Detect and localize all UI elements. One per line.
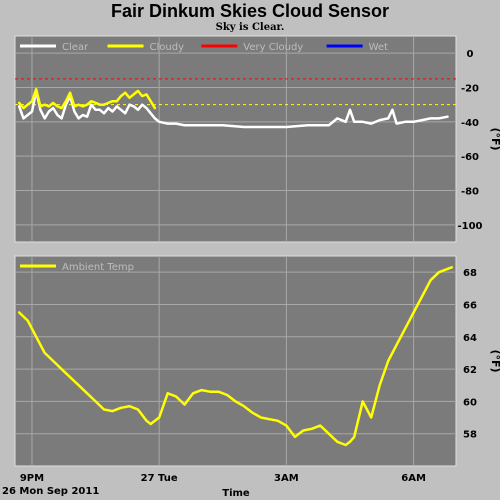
sky-ytick-label: -100 [457,221,482,232]
sky-ytick-label: -40 [461,118,479,129]
ambient-ytick-label: 62 [463,365,477,376]
sky-series-cloudy [17,87,157,110]
time-axis: 9PM 27 Tue 3AM 6AM [20,473,426,484]
page-title: Fair Dinkum Skies Cloud Sensor [110,1,390,21]
sky-legend-label-cloudy: Cloudy [150,42,185,53]
sky-status: Sky is Clear. [215,22,285,33]
ambient-plot-area [14,255,457,467]
ambient-ytick-label: 64 [463,333,477,344]
sky-ytick-label: 0 [467,49,474,60]
x-tick-label: 6AM [401,473,426,484]
sky-y-axis-label: (°F) [489,127,500,150]
sky-legend-label-wet: Wet [369,42,388,53]
ambient-ytick-label: 60 [463,397,477,408]
x-tick-label: 3AM [274,473,299,484]
ambient-series-ambient-temp [17,266,454,447]
ambient-ytick-label: 58 [463,430,477,441]
sky-temp-panel: 0 -20 -40 -60 -80 -100 (°F) Clear Cloudy Very Clo… [14,35,500,243]
ambient-ytick-label: 68 [463,268,477,279]
sky-ytick-label: -60 [461,152,479,163]
x-axis-label: Time [222,488,250,499]
ambient-temp-panel: 58 60 62 64 66 68 (°F) Ambient Temp [14,255,500,467]
x-tick-label: 9PM [20,473,44,484]
date-stamp: 26 Mon Sep 2011 [2,486,100,497]
ambient-ytick-label: 66 [463,300,477,311]
ambient-legend-label-ambient-temp: Ambient Temp [62,262,134,273]
x-tick-label: 27 Tue [141,473,178,484]
ambient-y-axis-label: (°F) [489,349,500,372]
sky-ytick-label: -20 [461,84,479,95]
sky-legend-label-clear: Clear [62,42,89,53]
sky-series-clear [17,89,449,129]
sky-plot-area [14,35,457,243]
sky-ytick-label: -80 [461,187,479,198]
sky-legend-label-very-cloudy: Very Cloudy [243,42,303,53]
